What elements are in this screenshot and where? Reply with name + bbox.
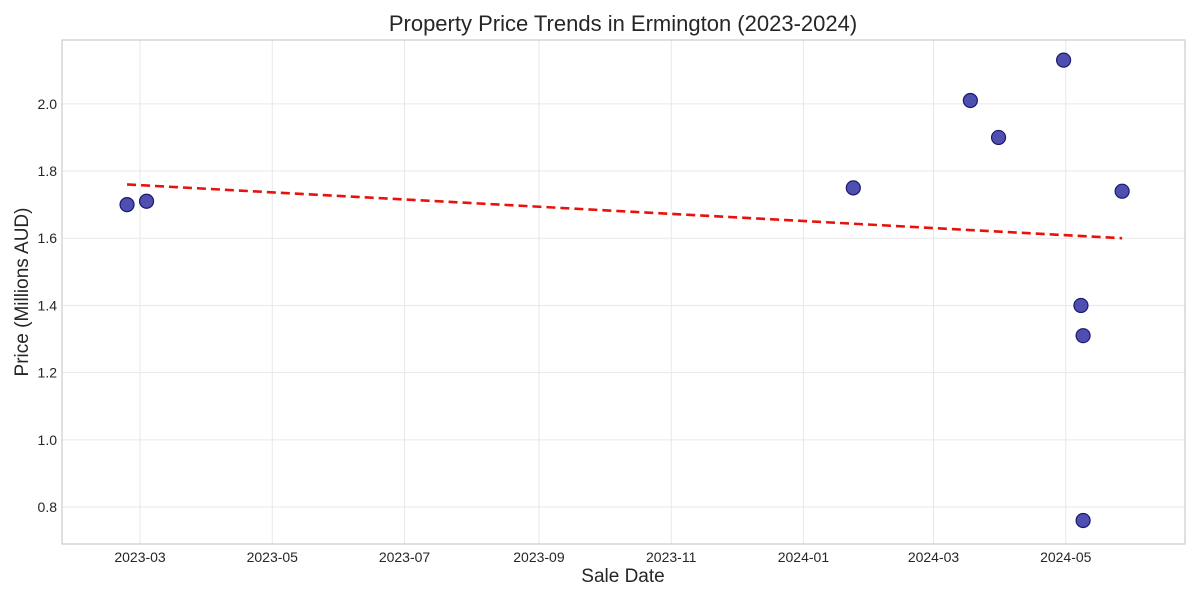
chart-title: Property Price Trends in Ermington (2023… <box>389 11 857 36</box>
data-point <box>119 197 135 213</box>
y-tick-label: 1.0 <box>38 432 58 448</box>
x-tick-label: 2023-05 <box>247 549 299 565</box>
data-points <box>119 52 1130 529</box>
x-tick-label: 2023-07 <box>379 549 431 565</box>
data-point <box>1114 183 1130 199</box>
trend-line <box>126 183 1123 240</box>
x-tick-label: 2024-03 <box>908 549 960 565</box>
x-tick-label: 2024-05 <box>1040 549 1092 565</box>
data-point <box>845 180 861 196</box>
x-axis: 2023-03 2023-05 2023-07 2023-09 2023-11 2024-… <box>114 549 1091 565</box>
y-tick-label: 1.6 <box>38 230 58 246</box>
x-tick-label: 2023-09 <box>513 549 565 565</box>
x-tick-label: 2024-01 <box>778 549 830 565</box>
data-point <box>1055 52 1072 68</box>
x-tick-label: 2023-11 <box>646 549 697 565</box>
x-tick-label: 2023-03 <box>114 549 166 565</box>
y-axis-label: Price (Millions AUD) <box>12 208 33 377</box>
y-tick-label: 2.0 <box>38 96 58 112</box>
y-tick-label: 1.2 <box>38 365 58 381</box>
data-point <box>1073 297 1089 314</box>
plot-frame <box>61 39 1186 545</box>
data-point <box>138 193 155 209</box>
x-axis-label: Sale Date <box>581 566 664 587</box>
data-point <box>1075 328 1091 344</box>
grid <box>62 40 1185 544</box>
data-point <box>990 129 1007 146</box>
y-tick-label: 1.4 <box>38 297 58 313</box>
y-axis: 0.8 1.0 1.2 1.4 1.6 1.8 2.0 <box>38 96 58 515</box>
y-tick-label: 0.8 <box>38 499 58 515</box>
data-point <box>1075 512 1091 529</box>
data-point <box>962 92 978 109</box>
y-tick-label: 1.8 <box>38 163 58 179</box>
